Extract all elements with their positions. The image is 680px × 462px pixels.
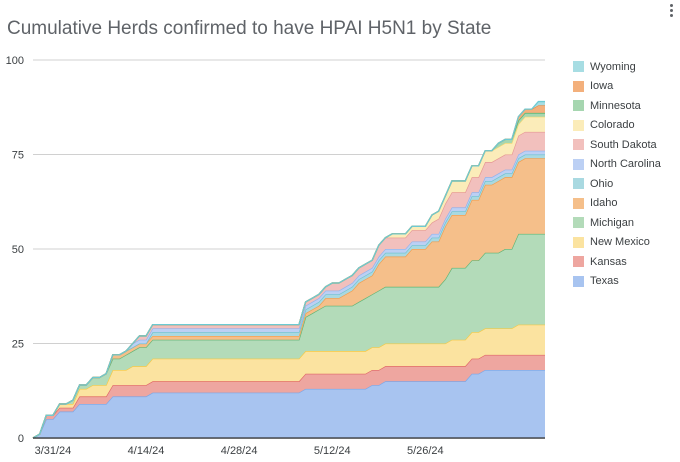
legend-item-texas[interactable]: Texas bbox=[573, 272, 678, 292]
y-tick-label: 100 bbox=[6, 55, 24, 67]
legend: Wyoming Iowa Minnesota Colorado South Dakota… bbox=[573, 57, 678, 291]
area-idaho[interactable] bbox=[33, 158, 545, 438]
x-tick-label: 4/14/24 bbox=[128, 445, 165, 457]
legend-label: Minnesota bbox=[590, 99, 641, 112]
stacked-areas bbox=[32, 100, 545, 439]
legend-label: Kansas bbox=[590, 255, 627, 268]
legend-item-michigan[interactable]: Michigan bbox=[573, 213, 678, 233]
legend-swatch bbox=[573, 275, 584, 287]
y-tick-label: 50 bbox=[12, 244, 24, 256]
legend-swatch bbox=[573, 256, 584, 268]
y-tick-label: 75 bbox=[12, 150, 24, 162]
legend-label: North Carolina bbox=[590, 158, 661, 171]
legend-swatch bbox=[573, 217, 584, 229]
area-kansas[interactable] bbox=[33, 354, 545, 438]
area-new-mexico[interactable] bbox=[33, 324, 545, 438]
legend-swatch bbox=[573, 178, 584, 190]
legend-item-kansas[interactable]: Kansas bbox=[573, 252, 678, 272]
legend-label: Texas bbox=[590, 275, 619, 288]
legend-label: Iowa bbox=[590, 80, 614, 93]
x-tick-label: 3/31/24 bbox=[35, 445, 72, 457]
legend-label: New Mexico bbox=[590, 236, 650, 249]
legend-swatch bbox=[573, 119, 584, 131]
legend-swatch bbox=[573, 236, 584, 248]
legend-label: Colorado bbox=[590, 119, 635, 132]
area-south-dakota[interactable] bbox=[33, 131, 545, 438]
y-axis-ticks: 0 25 50 75 100 bbox=[6, 55, 24, 445]
legend-item-iowa[interactable]: Iowa bbox=[573, 77, 678, 97]
legend-item-idaho[interactable]: Idaho bbox=[573, 194, 678, 214]
x-tick-label: 5/12/24 bbox=[314, 445, 351, 457]
x-axis-ticks: 3/31/24 4/14/24 4/28/24 5/12/24 5/26/24 bbox=[35, 445, 444, 457]
legend-item-north-carolina[interactable]: North Carolina bbox=[573, 155, 678, 175]
legend-swatch bbox=[573, 100, 584, 112]
legend-swatch bbox=[573, 158, 584, 170]
x-tick-label: 5/26/24 bbox=[407, 445, 444, 457]
area-michigan[interactable] bbox=[33, 233, 545, 438]
x-tick-label: 4/28/24 bbox=[221, 445, 258, 457]
legend-label: Michigan bbox=[590, 216, 635, 229]
area-texas[interactable] bbox=[33, 369, 545, 438]
area-north-carolina[interactable] bbox=[33, 150, 545, 438]
legend-label: Wyoming bbox=[590, 60, 636, 73]
legend-swatch bbox=[573, 80, 584, 92]
legend-swatch bbox=[573, 139, 584, 151]
more-vert-icon[interactable] bbox=[664, 2, 678, 22]
legend-item-wyoming[interactable]: Wyoming bbox=[573, 57, 678, 77]
legend-label: South Dakota bbox=[590, 138, 657, 151]
legend-item-south-dakota[interactable]: South Dakota bbox=[573, 135, 678, 155]
legend-item-minnesota[interactable]: Minnesota bbox=[573, 96, 678, 116]
legend-swatch bbox=[573, 197, 584, 209]
area-ohio[interactable] bbox=[33, 154, 545, 439]
y-tick-label: 25 bbox=[12, 339, 24, 351]
legend-item-colorado[interactable]: Colorado bbox=[573, 116, 678, 136]
legend-item-new-mexico[interactable]: New Mexico bbox=[573, 233, 678, 253]
legend-item-ohio[interactable]: Ohio bbox=[573, 174, 678, 194]
chart-plot: 0 25 50 75 100 3/31/24 4/14/24 4/28/24 5/12/24 5… bbox=[6, 55, 545, 457]
legend-swatch bbox=[573, 61, 584, 73]
y-tick-label: 0 bbox=[18, 433, 24, 445]
legend-label: Idaho bbox=[590, 197, 618, 210]
legend-label: Ohio bbox=[590, 177, 614, 190]
line-wyoming bbox=[32, 100, 545, 439]
chart-title: Cumulative Herds confirmed to have HPAI … bbox=[7, 18, 492, 39]
